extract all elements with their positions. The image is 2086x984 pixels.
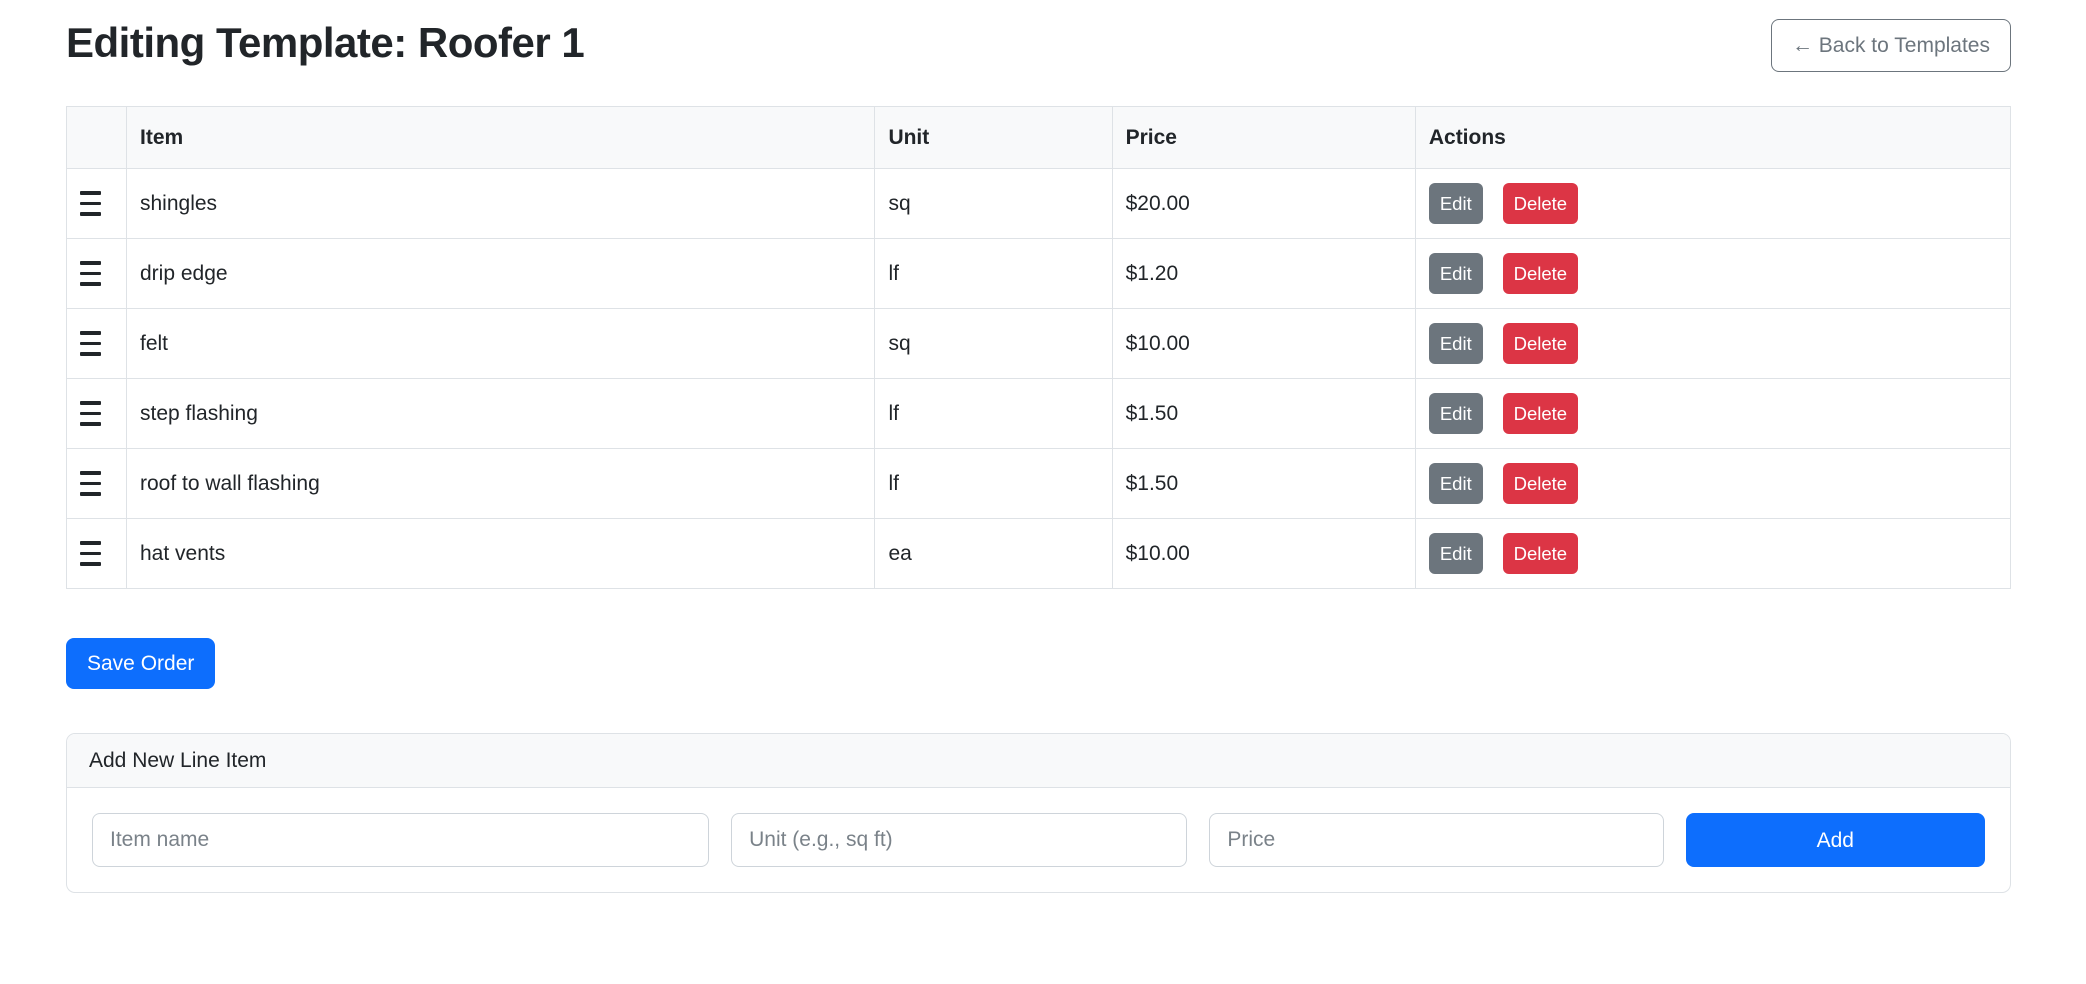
unit-cell: sq bbox=[874, 168, 1113, 239]
table-body: shingles sq $20.00 Edit Delete drip edge… bbox=[66, 168, 2012, 589]
price-input[interactable] bbox=[1209, 813, 1664, 867]
unit-cell: ea bbox=[874, 518, 1113, 589]
table-row: shingles sq $20.00 Edit Delete bbox=[66, 168, 2012, 239]
drag-column-header bbox=[66, 106, 127, 169]
actions-cell: Edit Delete bbox=[1414, 168, 2012, 239]
drag-handle-icon[interactable] bbox=[80, 331, 101, 356]
unit-input[interactable] bbox=[731, 813, 1188, 867]
add-line-item-card-title: Add New Line Item bbox=[67, 734, 2010, 788]
edit-button[interactable]: Edit bbox=[1428, 533, 1483, 574]
edit-button[interactable]: Edit bbox=[1428, 463, 1483, 504]
table-header: Item Unit Price Actions bbox=[66, 106, 2012, 169]
delete-button[interactable]: Delete bbox=[1502, 463, 1579, 504]
price-cell: $10.00 bbox=[1111, 518, 1416, 589]
line-items-table: Item Unit Price Actions shingles sq $20.… bbox=[66, 106, 2012, 589]
item-name-input[interactable] bbox=[92, 813, 710, 867]
price-cell: $20.00 bbox=[1111, 168, 1416, 239]
delete-button[interactable]: Delete bbox=[1502, 253, 1579, 294]
drag-handle-icon[interactable] bbox=[80, 401, 101, 426]
actions-cell: Edit Delete bbox=[1414, 518, 2012, 589]
add-line-item-card: Add New Line Item Add bbox=[66, 733, 2011, 893]
edit-button[interactable]: Edit bbox=[1428, 183, 1483, 224]
unit-cell: lf bbox=[874, 238, 1113, 309]
item-column-header: Item bbox=[125, 106, 876, 169]
price-cell: $1.50 bbox=[1111, 378, 1416, 449]
drag-handle-icon[interactable] bbox=[80, 471, 101, 496]
item-cell: drip edge bbox=[125, 238, 876, 309]
table-row: felt sq $10.00 Edit Delete bbox=[66, 308, 2012, 379]
actions-cell: Edit Delete bbox=[1414, 378, 2012, 449]
unit-column-header: Unit bbox=[874, 106, 1113, 169]
drag-handle-icon[interactable] bbox=[80, 261, 101, 286]
drag-handle-cell bbox=[66, 378, 127, 449]
table-header-row: Item Unit Price Actions bbox=[66, 106, 2012, 169]
table-row: step flashing lf $1.50 Edit Delete bbox=[66, 378, 2012, 449]
table-row: hat vents ea $10.00 Edit Delete bbox=[66, 518, 2012, 589]
drag-handle-cell bbox=[66, 168, 127, 239]
item-cell: step flashing bbox=[125, 378, 876, 449]
main-container: Editing Template: Roofer 1 ← Back to Tem… bbox=[66, 0, 2012, 893]
drag-handle-cell bbox=[66, 308, 127, 379]
add-button[interactable]: Add bbox=[1685, 813, 1985, 867]
add-line-item-form: Add bbox=[67, 788, 2010, 892]
page-header: Editing Template: Roofer 1 ← Back to Tem… bbox=[66, 17, 2011, 72]
unit-cell: lf bbox=[874, 378, 1113, 449]
delete-button[interactable]: Delete bbox=[1502, 393, 1579, 434]
save-order-button[interactable]: Save Order bbox=[66, 638, 216, 689]
item-cell: hat vents bbox=[125, 518, 876, 589]
drag-handle-cell bbox=[66, 518, 127, 589]
item-cell: shingles bbox=[125, 168, 876, 239]
price-cell: $1.50 bbox=[1111, 448, 1416, 519]
item-cell: felt bbox=[125, 308, 876, 379]
edit-button[interactable]: Edit bbox=[1428, 393, 1483, 434]
drag-handle-cell bbox=[66, 448, 127, 519]
table-row: roof to wall flashing lf $1.50 Edit Dele… bbox=[66, 448, 2012, 519]
edit-button[interactable]: Edit bbox=[1428, 323, 1483, 364]
actions-cell: Edit Delete bbox=[1414, 238, 2012, 309]
drag-handle-icon[interactable] bbox=[80, 541, 101, 566]
price-cell: $1.20 bbox=[1111, 238, 1416, 309]
table-row: drip edge lf $1.20 Edit Delete bbox=[66, 238, 2012, 309]
page-title: Editing Template: Roofer 1 bbox=[66, 19, 585, 66]
actions-column-header: Actions bbox=[1414, 106, 2012, 169]
actions-cell: Edit Delete bbox=[1414, 308, 2012, 379]
unit-cell: sq bbox=[874, 308, 1113, 379]
unit-cell: lf bbox=[874, 448, 1113, 519]
drag-handle-icon[interactable] bbox=[80, 191, 101, 216]
delete-button[interactable]: Delete bbox=[1502, 323, 1579, 364]
delete-button[interactable]: Delete bbox=[1502, 183, 1579, 224]
item-cell: roof to wall flashing bbox=[125, 448, 876, 519]
back-to-templates-button[interactable]: ← Back to Templates bbox=[1770, 19, 2011, 72]
edit-button[interactable]: Edit bbox=[1428, 253, 1483, 294]
drag-handle-cell bbox=[66, 238, 127, 309]
price-column-header: Price bbox=[1111, 106, 1416, 169]
delete-button[interactable]: Delete bbox=[1502, 533, 1579, 574]
price-cell: $10.00 bbox=[1111, 308, 1416, 379]
actions-cell: Edit Delete bbox=[1414, 448, 2012, 519]
